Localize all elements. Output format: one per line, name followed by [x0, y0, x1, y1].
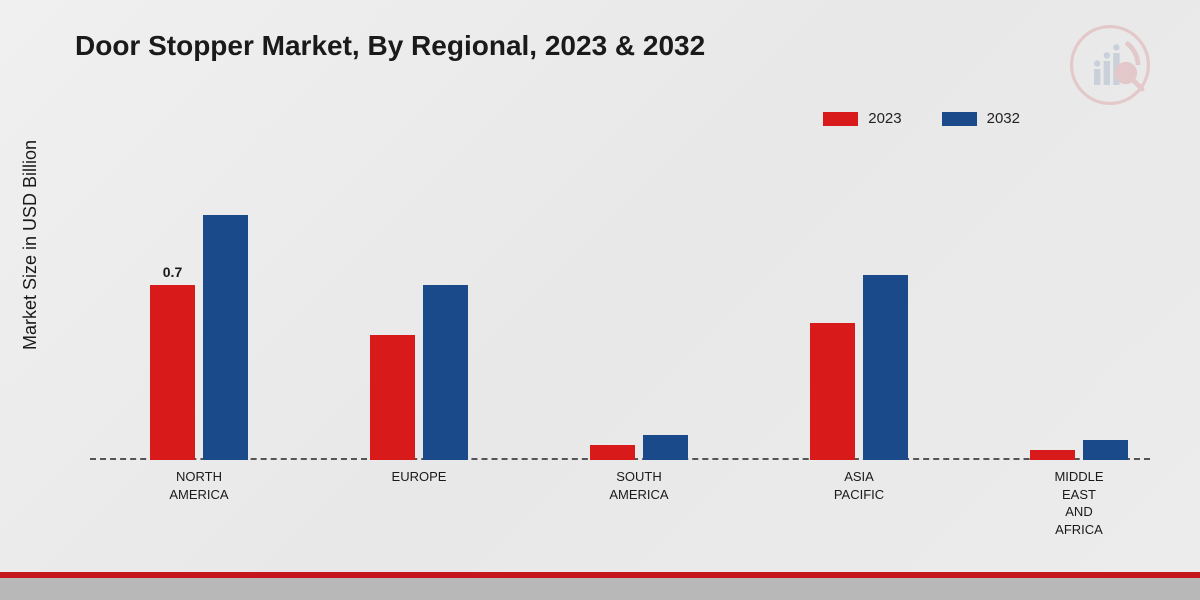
chart-plot-area: 0.7 — [90, 160, 1150, 460]
bar-value-label: 0.7 — [150, 264, 195, 280]
brand-logo-icon — [1070, 25, 1150, 105]
bar — [423, 285, 468, 460]
bar — [810, 323, 855, 461]
legend-item-2032: 2032 — [942, 110, 1020, 127]
bar — [203, 215, 248, 460]
y-axis-label: Market Size in USD Billion — [20, 140, 41, 350]
bar — [1030, 450, 1075, 460]
legend-swatch-2023 — [823, 112, 858, 126]
category-label: EUROPE — [369, 468, 469, 486]
category-label: ASIA PACIFIC — [809, 468, 909, 503]
bar — [370, 335, 415, 460]
legend-label-2023: 2023 — [868, 110, 901, 127]
footer-bar — [0, 578, 1200, 600]
bar — [863, 275, 908, 460]
category-label: NORTH AMERICA — [149, 468, 249, 503]
bar — [1083, 440, 1128, 460]
chart-legend: 2023 2032 — [823, 110, 1020, 127]
legend-swatch-2032 — [942, 112, 977, 126]
bar — [643, 435, 688, 460]
legend-label-2032: 2032 — [987, 110, 1020, 127]
category-label: SOUTH AMERICA — [589, 468, 689, 503]
bar — [150, 285, 195, 460]
category-label: MIDDLE EAST AND AFRICA — [1029, 468, 1129, 538]
chart-title: Door Stopper Market, By Regional, 2023 &… — [75, 30, 705, 62]
bar — [590, 445, 635, 460]
legend-item-2023: 2023 — [823, 110, 901, 127]
